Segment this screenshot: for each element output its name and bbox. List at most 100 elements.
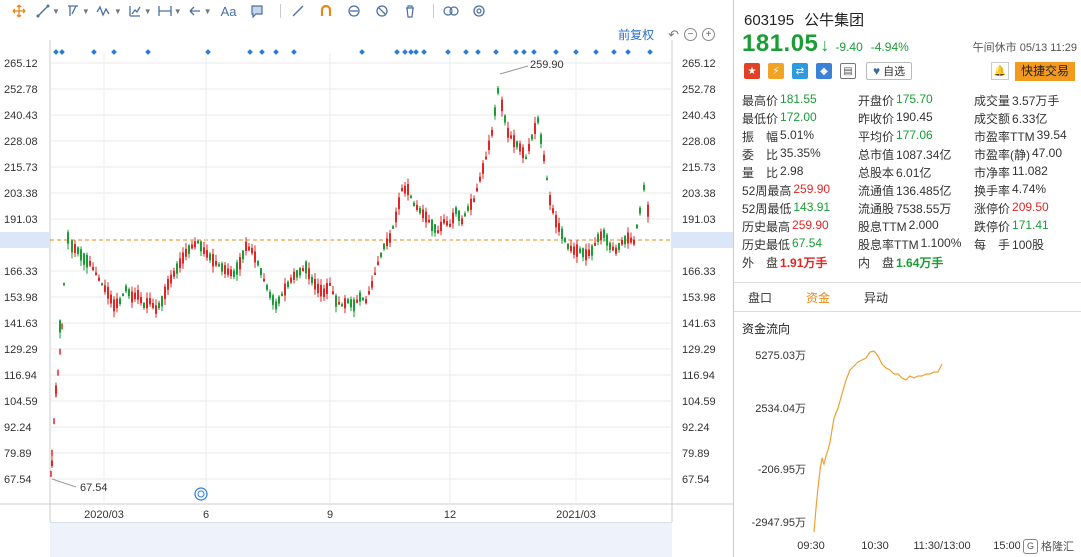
tab-anomaly[interactable]: 异动: [864, 290, 889, 305]
arrow-tool-icon[interactable]: ▼: [188, 2, 212, 20]
china-flag-icon[interactable]: ★: [744, 63, 760, 79]
zoom-in-button[interactable]: +: [702, 28, 715, 41]
stat-cell: 振 幅 5.01%: [742, 128, 858, 145]
stat-value: 177.06: [896, 127, 933, 142]
magnet-icon[interactable]: [315, 2, 337, 20]
stat-value: 209.50: [1012, 200, 1049, 215]
candle-body: [215, 261, 217, 266]
candle-body: [540, 134, 542, 144]
event-marker: [247, 49, 253, 55]
stat-cell: 股息TTM 2.000: [858, 218, 974, 235]
event-marker: [273, 49, 279, 55]
candle-body: [534, 123, 536, 134]
heart-icon: ♥: [873, 64, 881, 78]
flow-x-label: 11:30/13:00: [913, 540, 970, 552]
stat-value: 1.64万手: [896, 256, 944, 271]
x-tick-label: 2021/03: [556, 509, 596, 521]
text-tool-icon[interactable]: Aa: [218, 2, 240, 20]
stats-row: 委 比 35.35% 总市值 1087.34亿 市盈率(静) 47.00: [742, 145, 1081, 163]
stat-label: 历史最高: [742, 220, 791, 235]
quick-trade-button[interactable]: 快捷交易: [1014, 61, 1075, 81]
candle-body: [434, 224, 436, 233]
candle-body: [636, 224, 638, 229]
y-tick-label-right: 92.24: [682, 422, 710, 434]
stats-row: 振 幅 5.01% 平均价 177.06 市盈率TTM 39.54: [742, 127, 1081, 145]
candle-body: [92, 266, 94, 271]
price-row: 181.05 ↓ -9.40 -4.94%: [742, 30, 909, 58]
high-annotation-line: [499, 65, 529, 75]
sync-icon[interactable]: [343, 2, 365, 20]
candle-body: [537, 117, 539, 123]
delete-icon[interactable]: [399, 2, 421, 20]
candle-body: [104, 285, 106, 292]
range-tool-icon[interactable]: ▼: [158, 2, 182, 20]
candle-body: [116, 298, 118, 308]
note-tool-icon[interactable]: [246, 2, 268, 20]
candle-body: [356, 299, 358, 303]
stat-value: 5.01%: [780, 127, 815, 142]
candle-body: [437, 230, 439, 234]
candle-body: [458, 210, 460, 222]
candle-body: [341, 304, 343, 307]
candle-body: [185, 248, 187, 257]
adjust-mode-button[interactable]: 前复权: [618, 28, 655, 42]
measure-tool-icon[interactable]: ▼: [128, 2, 152, 20]
tab-capital[interactable]: 资金: [806, 290, 831, 305]
text-tool-label: Aa: [220, 3, 237, 19]
lightning-icon[interactable]: ⚡: [768, 63, 784, 79]
candle-body: [275, 301, 277, 310]
line-tool-icon[interactable]: ▼: [36, 2, 60, 20]
stat-value: 190.45: [896, 109, 933, 124]
stat-label: 内 盘: [858, 256, 895, 271]
candle-body: [140, 297, 142, 304]
document-icon[interactable]: ▤: [840, 63, 856, 79]
settings-gear-icon[interactable]: [468, 2, 490, 20]
tab-orderbook[interactable]: 盘口: [748, 290, 773, 305]
hide-drawings-icon[interactable]: [440, 2, 462, 20]
move-tool-icon[interactable]: [8, 2, 30, 20]
y-tick-label-left: 203.38: [4, 188, 38, 200]
zoom-out-button[interactable]: −: [684, 28, 697, 41]
undo-icon[interactable]: ↶: [668, 26, 679, 42]
chart-range-scrollbar[interactable]: [50, 522, 672, 557]
candle-body: [398, 197, 400, 210]
bell-alert-icon[interactable]: 🔔: [990, 62, 1009, 80]
candle-body: [353, 299, 355, 312]
stock-name: 公牛集团: [804, 12, 865, 29]
x-tick-label: 2020/03: [84, 509, 124, 521]
stock-code: 603195: [744, 12, 795, 29]
candle-body: [633, 239, 635, 245]
lock-icon[interactable]: [371, 2, 393, 20]
stat-value: 2.98: [780, 163, 804, 178]
candle-body: [311, 276, 313, 284]
candle-body: [410, 195, 412, 199]
candle-body: [188, 245, 190, 254]
pen-tool-icon[interactable]: ▼: [66, 2, 90, 20]
candle-body: [74, 244, 76, 254]
quote-stats-table: 最高价 181.55 开盘价 175.70 成交量 3.57万手 最低价 172.00 昨收价 1…: [742, 91, 1081, 272]
flow-x-label: 10:30: [861, 540, 889, 552]
candle-body: [522, 147, 524, 159]
wave-tool-icon[interactable]: ▼: [96, 2, 122, 20]
candle-body: [227, 268, 229, 275]
candle-body: [510, 135, 512, 139]
y-tick-label-right: 228.08: [682, 136, 716, 148]
watermark-logo-icon: G: [1023, 538, 1038, 554]
candle-body: [143, 302, 145, 309]
event-marker: [291, 49, 297, 55]
add-watchlist-button[interactable]: ♥ 自选: [866, 62, 913, 80]
y-tick-label-left: 166.33: [4, 266, 38, 278]
event-marker: [647, 49, 653, 55]
candle-body: [576, 244, 578, 257]
event-marker: [553, 49, 559, 55]
high-annotation-label: 259.90: [530, 59, 564, 71]
candle-body: [404, 185, 406, 194]
ruler-tool-icon[interactable]: [287, 2, 309, 20]
candle-body: [263, 278, 265, 282]
candle-body: [567, 243, 569, 250]
shuffle-icon[interactable]: ⇄: [792, 63, 808, 79]
candle-body: [470, 198, 472, 210]
tag-icon[interactable]: ◆: [816, 63, 832, 79]
candlestick-chart[interactable]: 265.12 265.12 252.78 252.78 240.43 240.43 228.…: [0, 40, 733, 522]
event-marker: [531, 49, 537, 55]
